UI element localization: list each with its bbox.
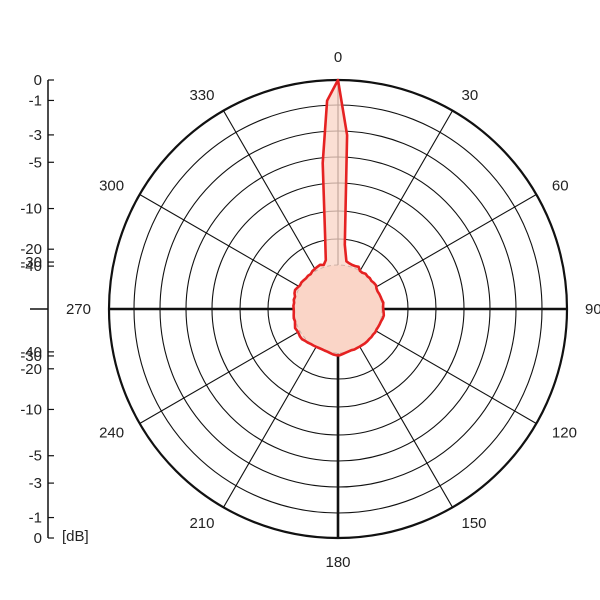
series-fill: [293, 80, 384, 356]
angle-label: 300: [99, 178, 124, 195]
scale-tick-label: -3: [29, 127, 42, 144]
scale-tick-label: 0: [34, 530, 42, 547]
scale-tick-label: -10: [20, 201, 42, 218]
spoke-line-330: [223, 110, 317, 272]
angle-label: 0: [334, 49, 342, 66]
spoke-line-60: [375, 194, 537, 288]
scale-tick-label: -20: [20, 241, 42, 258]
series-line: [292, 78, 386, 357]
scale-tick-label: -20: [20, 361, 42, 378]
spoke-line-150: [359, 346, 453, 508]
scale-tick-label: -1: [29, 92, 42, 109]
angle-label: 210: [189, 515, 214, 532]
angle-label: 30: [462, 87, 479, 104]
scale-tick-label: -40: [20, 258, 42, 275]
scale-tick-label: -1: [29, 510, 42, 527]
spoke-line-210: [223, 346, 317, 508]
angle-label: 270: [66, 301, 91, 318]
scale-tick-label: -5: [29, 154, 42, 171]
db-scale: 0-1-3-5-10-20-30-40-40-30-20-10-5-3-10: [20, 72, 54, 547]
spoke-line-30: [359, 110, 453, 272]
scale-tick-label: -3: [29, 475, 42, 492]
scale-tick-label: -10: [20, 402, 42, 419]
pattern-series: [292, 78, 386, 357]
scale-tick-label: 0: [34, 72, 42, 89]
angle-label: 240: [99, 425, 124, 442]
angle-label: 120: [552, 425, 577, 442]
scale-tick-label: -30: [20, 254, 42, 271]
unit-label: [dB]: [62, 528, 89, 545]
angle-labels: 0 30 60 90 120 150 180 210 240 270 300 330: [66, 49, 600, 571]
angle-label: 150: [462, 515, 487, 532]
angle-label: 60: [552, 178, 569, 195]
scale-tick-label: -30: [20, 348, 42, 365]
spoke-line-300: [139, 194, 301, 288]
scale-tick-label: -5: [29, 448, 42, 465]
angle-label: 330: [189, 87, 214, 104]
angle-label: 180: [325, 554, 350, 571]
angle-label: 90: [585, 301, 600, 318]
spoke-line-120: [375, 330, 537, 424]
spoke-line-240: [139, 330, 301, 424]
scale-tick-label: -40: [20, 344, 42, 361]
